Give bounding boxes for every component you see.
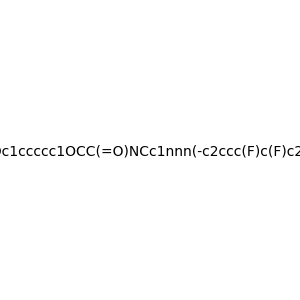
Text: COc1ccccc1OCC(=O)NCc1nnn(-c2ccc(F)c(F)c2)n1: COc1ccccc1OCC(=O)NCc1nnn(-c2ccc(F)c(F)c2… bbox=[0, 145, 300, 158]
